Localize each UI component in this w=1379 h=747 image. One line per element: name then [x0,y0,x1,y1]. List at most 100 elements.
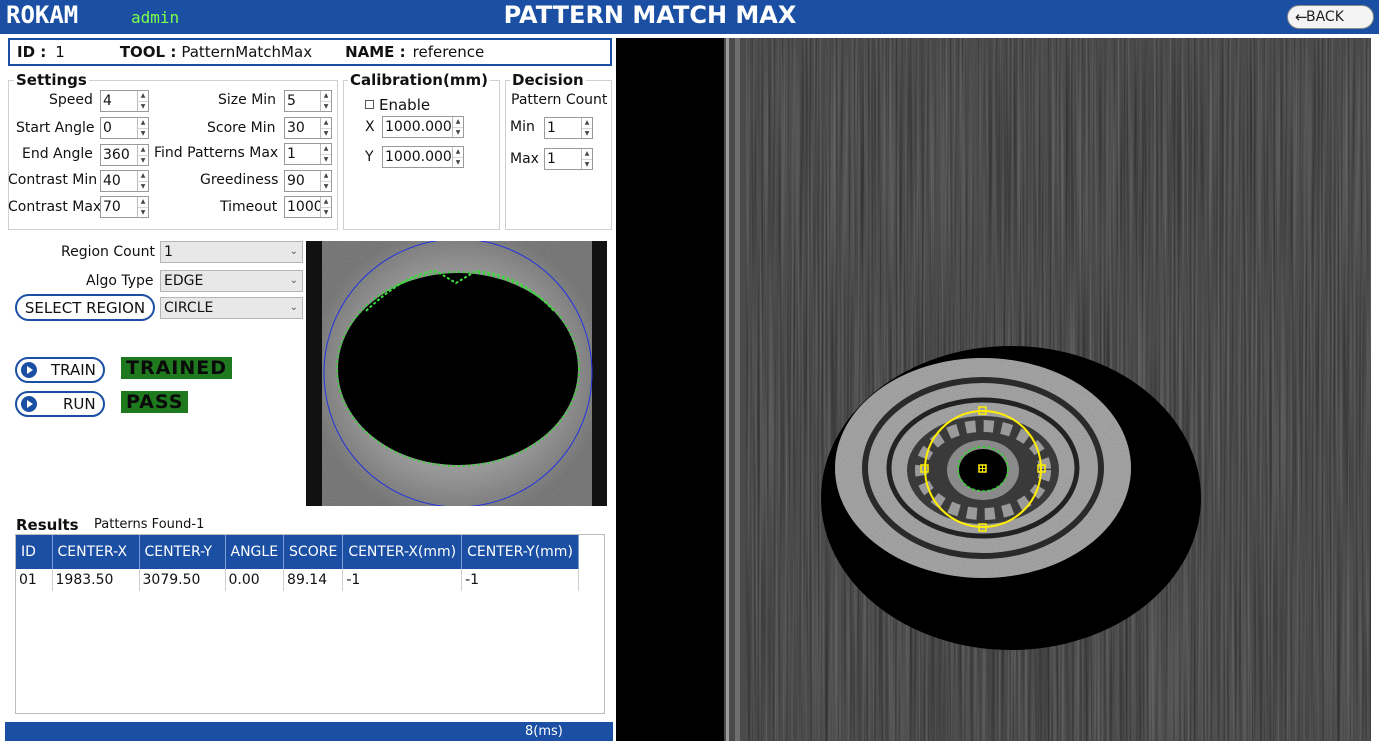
decision-min-spinbox[interactable]: 1 ▲ ▼ [544,117,593,139]
train-label: TRAIN [51,361,96,379]
greediness-label: Greediness [200,172,279,188]
algo-type-select[interactable]: EDGE ⌄ [160,270,303,292]
column-header-angle[interactable]: ANGLE [225,535,285,569]
enable-checkbox[interactable]: Enable [365,96,430,114]
title-bar: ROKAM admin PATTERN MATCH MAX ← BACK [0,0,1379,34]
run-button[interactable]: RUN [15,391,105,417]
tool-info-bar: ID : 1 TOOL : PatternMatchMax NAME : ref… [8,38,612,66]
greediness-value: 90 [287,173,305,189]
spin-up-icon[interactable]: ▲ [582,149,592,160]
patterns-found-label: Patterns Found-1 [94,517,205,532]
table-header-row: ID CENTER-X CENTER-Y ANGLE SCORE CENTER-… [16,535,579,569]
spin-down-icon[interactable]: ▼ [455,128,461,136]
tool-label: TOOL : [119,43,177,61]
contrast-min-spinbox[interactable]: 40 ▲ ▼ [100,170,149,192]
spin-down-icon[interactable]: ▼ [584,129,590,137]
score-min-value: 30 [287,120,305,136]
train-button[interactable]: TRAIN [15,357,105,383]
chevron-down-icon: ⌄ [289,302,298,313]
pattern-thumbnail [306,241,607,506]
run-status-badge: PASS [121,391,189,413]
processing-time: 8(ms) [525,724,563,739]
pattern-count-label: Pattern Count [511,92,608,108]
name-label: NAME : [345,43,406,61]
contrast-max-value: 70 [103,199,121,215]
camera-image [616,38,1371,741]
decision-max-value: 1 [547,151,556,167]
end-angle-spinbox[interactable]: 360 ▲ ▼ [100,144,149,166]
spin-down-icon[interactable]: ▼ [323,129,329,137]
decision-title: Decision [510,71,586,89]
cell-angle: 0.00 [225,569,285,591]
table-row[interactable]: 01 1983.50 3079.50 0.00 89.14 -1 -1 [16,569,579,591]
spin-up-icon[interactable]: ▲ [321,144,331,155]
end-angle-value: 360 [103,147,130,163]
spin-up-icon[interactable]: ▲ [138,145,148,156]
column-header-center-x-mm[interactable]: CENTER-X(mm) [342,535,463,569]
checkbox-icon [365,100,374,109]
select-region-button[interactable]: SELECT REGION [15,294,155,321]
spin-down-icon[interactable]: ▼ [584,160,590,168]
column-header-id[interactable]: ID [16,535,53,569]
column-header-center-x[interactable]: CENTER-X [52,535,140,569]
cal-y-spinbox[interactable]: 1000.000 ▲ ▼ [382,146,464,168]
region-count-select[interactable]: 1 ⌄ [160,241,303,263]
cal-x-label: X [365,119,375,135]
chevron-down-icon: ⌄ [289,275,298,286]
decision-max-spinbox[interactable]: 1 ▲ ▼ [544,148,593,170]
column-header-center-y[interactable]: CENTER-Y [139,535,226,569]
algo-type-label: Algo Type [86,273,154,289]
spin-down-icon[interactable]: ▼ [323,182,329,190]
spin-down-icon[interactable]: ▼ [323,102,329,110]
logo: ROKAM [6,1,79,29]
region-shape-select[interactable]: CIRCLE ⌄ [160,297,303,319]
timeout-value: 1000 [287,199,320,215]
cal-x-spinbox[interactable]: 1000.000 ▲ ▼ [382,116,464,138]
spin-up-icon[interactable]: ▲ [321,91,331,102]
end-angle-label: End Angle [22,146,93,162]
spin-up-icon[interactable]: ▲ [321,171,331,182]
contrast-max-spinbox[interactable]: 70 ▲ ▼ [100,196,149,218]
column-header-score[interactable]: SCORE [283,535,344,569]
score-min-spinbox[interactable]: 30 ▲ ▼ [284,117,332,139]
region-count-label: Region Count [61,244,155,260]
spin-up-icon[interactable]: ▲ [453,117,463,128]
spin-down-icon[interactable]: ▼ [140,182,146,190]
size-min-spinbox[interactable]: 5 ▲ ▼ [284,90,332,112]
spin-down-icon[interactable]: ▼ [455,158,461,166]
image-viewer[interactable] [616,38,1371,741]
results-table: ID CENTER-X CENTER-Y ANGLE SCORE CENTER-… [16,535,579,591]
spin-up-icon[interactable]: ▲ [138,197,148,208]
spin-up-icon[interactable]: ▲ [138,118,148,129]
start-angle-spinbox[interactable]: 0 ▲ ▼ [100,117,149,139]
pattern-image [306,241,607,506]
status-bar: 8(ms) [5,722,613,741]
spin-down-icon[interactable]: ▼ [323,208,329,216]
train-status-badge: TRAINED [121,357,233,379]
spin-down-icon[interactable]: ▼ [140,129,146,137]
region-shape-value: CIRCLE [164,300,214,316]
play-icon [21,362,37,378]
spin-up-icon[interactable]: ▲ [453,147,463,158]
spin-up-icon[interactable]: ▲ [138,91,148,102]
timeout-spinbox[interactable]: 1000 ▲ ▼ [284,196,332,218]
spin-down-icon[interactable]: ▼ [140,208,146,216]
spin-up-icon[interactable]: ▲ [138,171,148,182]
spin-down-icon[interactable]: ▼ [140,156,146,164]
spin-up-icon[interactable]: ▲ [321,118,331,129]
spin-down-icon[interactable]: ▼ [323,155,329,163]
spin-up-icon[interactable]: ▲ [582,118,592,129]
greediness-spinbox[interactable]: 90 ▲ ▼ [284,170,332,192]
region-count-value: 1 [164,244,173,260]
spin-up-icon[interactable]: ▲ [321,197,331,208]
run-label: RUN [63,395,96,413]
back-button[interactable]: ← BACK [1287,5,1374,29]
find-patterns-max-label: Find Patterns Max [154,145,279,161]
speed-spinbox[interactable]: 4 ▲ ▼ [100,90,149,112]
speed-value: 4 [103,93,112,109]
column-header-center-y-mm[interactable]: CENTER-Y(mm) [461,535,579,569]
cell-center-x: 1983.50 [52,569,140,591]
spin-down-icon[interactable]: ▼ [140,102,146,110]
results-table-container[interactable]: ID CENTER-X CENTER-Y ANGLE SCORE CENTER-… [15,534,605,714]
find-patterns-max-spinbox[interactable]: 1 ▲ ▼ [284,143,332,165]
